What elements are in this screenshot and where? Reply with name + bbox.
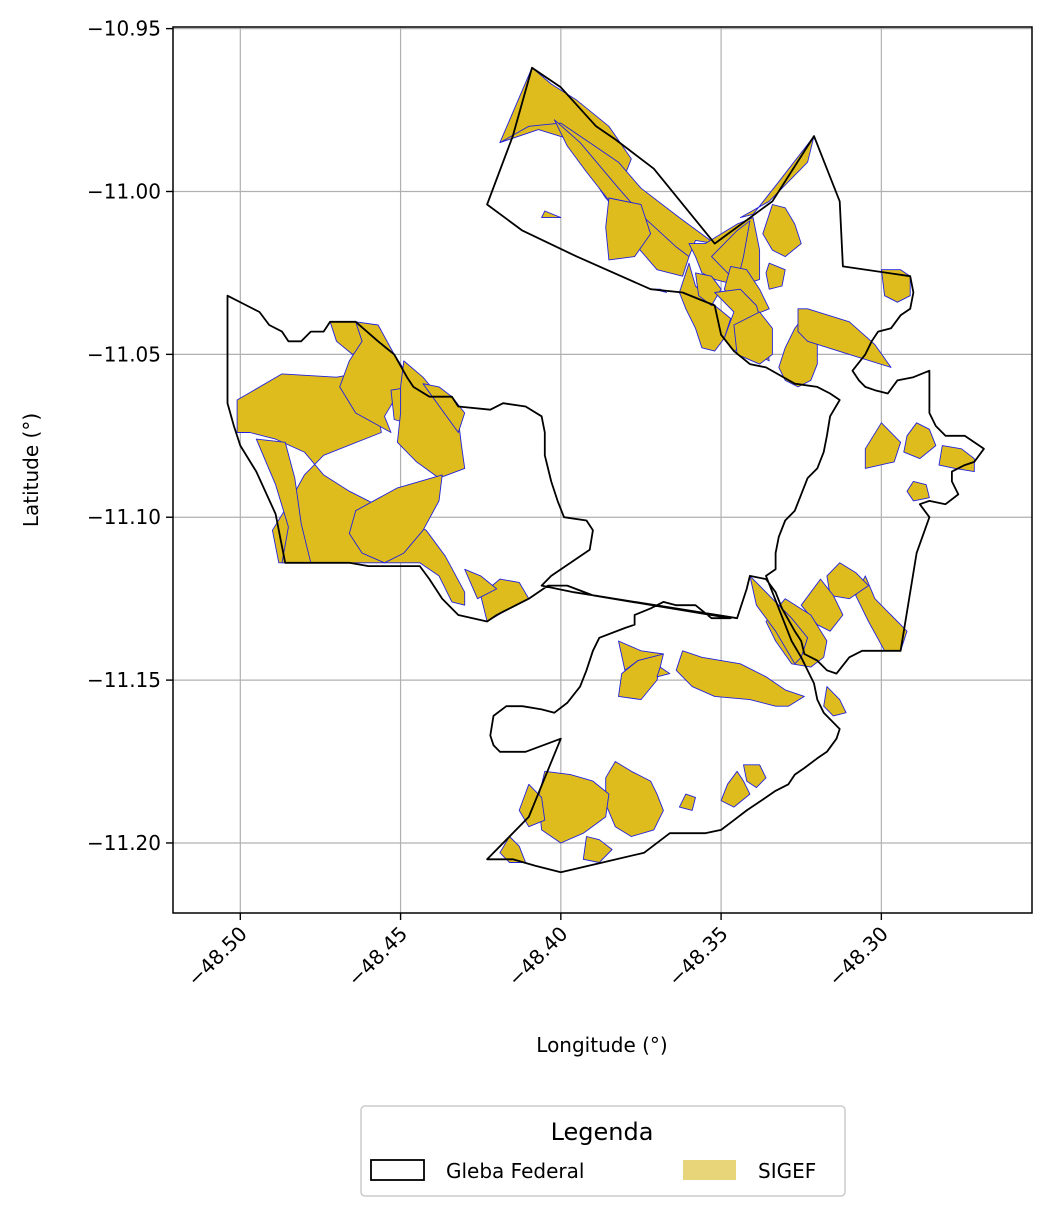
sigef-parcel	[606, 762, 664, 837]
y-axis-ticks: −10.95 −11.00 −11.05 −11.10 −11.15 −11.20	[87, 17, 173, 855]
sigef-parcel	[904, 423, 936, 459]
sigef-parcel	[744, 765, 767, 788]
y-tick-label: −11.15	[87, 668, 161, 692]
sigef-parcel	[824, 687, 846, 716]
x-tick-label: −48.35	[663, 922, 732, 991]
x-tick-label: −48.45	[343, 922, 412, 991]
y-axis-title: Latitude (°)	[19, 413, 43, 527]
sigef-parcel	[766, 263, 785, 289]
legend: Legenda Gleba Federal SIGEF	[361, 1106, 845, 1196]
x-tick-label: −48.30	[824, 922, 893, 991]
legend-label-gleba: Gleba Federal	[446, 1159, 584, 1183]
sigef-parcel	[865, 423, 900, 469]
y-tick-label: −11.05	[87, 342, 161, 366]
sigef-parcel	[679, 794, 695, 810]
legend-title: Legenda	[551, 1118, 654, 1146]
sigef-parcel	[939, 446, 974, 472]
y-tick-label: −11.00	[87, 179, 161, 203]
sigef-parcel	[538, 771, 609, 843]
sigef-parcel	[907, 481, 929, 501]
sigef-parcels	[237, 68, 974, 863]
y-tick-label: −10.95	[87, 17, 161, 41]
sigef-parcel	[676, 651, 804, 706]
y-tick-label: −11.20	[87, 831, 161, 855]
y-tick-label: −11.10	[87, 505, 161, 529]
x-axis-ticks: −48.50 −48.45 −48.40 −48.35 −48.30	[183, 913, 893, 991]
x-axis-title: Longitude (°)	[536, 1033, 667, 1057]
sigef-parcel	[583, 837, 612, 863]
x-tick-label: −48.40	[503, 922, 572, 991]
legend-swatch-sigef	[683, 1160, 736, 1180]
sigef-parcel	[763, 205, 801, 257]
legend-label-sigef: SIGEF	[758, 1159, 816, 1183]
sigef-parcel	[542, 211, 561, 218]
x-tick-label: −48.50	[183, 922, 252, 991]
